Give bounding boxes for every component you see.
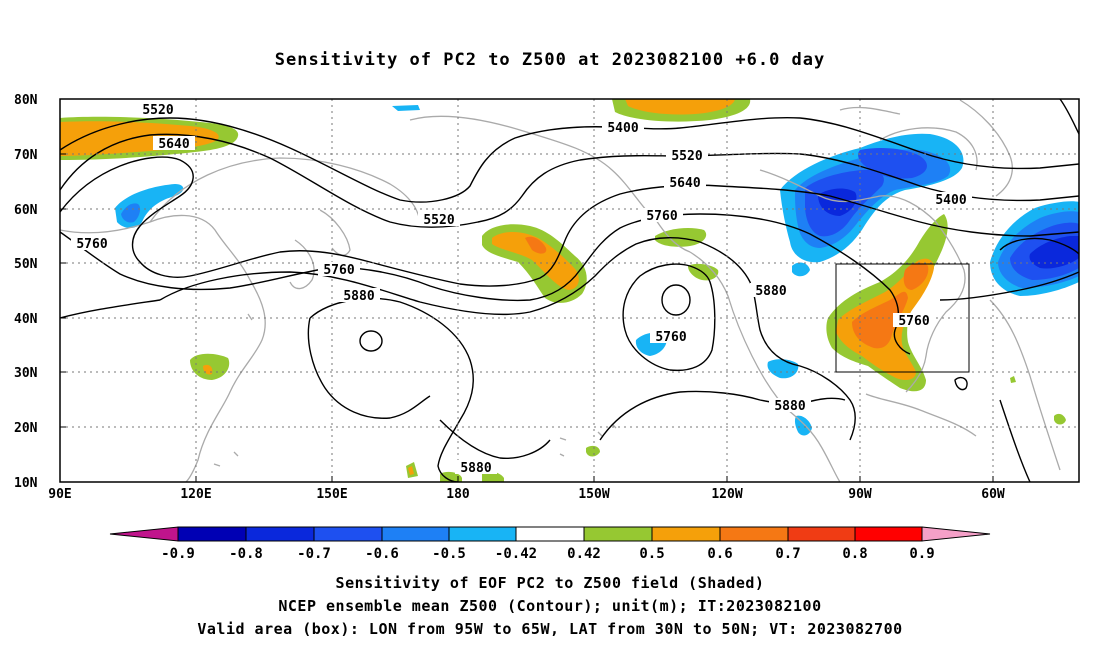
colorbar-swatch xyxy=(583,526,653,542)
colorbar-label: 0.42 xyxy=(567,546,601,562)
svg-text:5400: 5400 xyxy=(607,121,638,136)
lon-label: 120E xyxy=(180,487,211,502)
colorbar-swatch xyxy=(854,526,923,542)
lat-label: 80N xyxy=(14,93,38,108)
colorbar-label: 0.9 xyxy=(909,546,934,562)
shaded-sensitivity xyxy=(60,99,1079,482)
lon-label: 90E xyxy=(48,487,71,502)
colorbar-swatch xyxy=(651,526,721,542)
colorbar-label: -0.6 xyxy=(365,546,399,562)
contour-label: 5520 xyxy=(137,102,179,118)
graticule xyxy=(60,99,1079,482)
tick-marks xyxy=(60,98,994,482)
colorbar-label: 0.5 xyxy=(639,546,664,562)
lon-label: 120W xyxy=(711,487,742,502)
svg-text:5400: 5400 xyxy=(935,193,966,208)
svg-text:5760: 5760 xyxy=(323,263,354,278)
colorbar-swatch xyxy=(719,526,789,542)
colorbar-swatch xyxy=(313,526,383,542)
contour-labels: 5520 5640 5400 5520 5640 5760 5400 5520 … xyxy=(71,102,972,476)
svg-text:5760: 5760 xyxy=(655,330,686,345)
contour-label: 5760 xyxy=(641,208,683,224)
contour-label: 5520 xyxy=(666,148,708,164)
lon-label: 180 xyxy=(446,487,470,502)
contour-label: 5760 xyxy=(893,313,935,329)
svg-text:5880: 5880 xyxy=(774,399,805,414)
colorbar-label: 0.6 xyxy=(707,546,732,562)
map-frame xyxy=(59,98,1080,483)
contour-label: 5760 xyxy=(318,262,360,278)
svg-text:5880: 5880 xyxy=(343,289,374,304)
colorbar-swatch xyxy=(787,526,856,542)
contour-label: 5880 xyxy=(455,460,497,476)
caption-shaded: Sensitivity of EOF PC2 to Z500 field (Sh… xyxy=(335,574,765,592)
colorbar-label: -0.5 xyxy=(432,546,466,562)
valid-area-box xyxy=(835,263,970,373)
contour-label: 5880 xyxy=(338,288,380,304)
colorbar-label: 0.8 xyxy=(842,546,867,562)
lon-label: 150E xyxy=(316,487,347,502)
colorbar-swatch xyxy=(515,526,585,542)
svg-text:5880: 5880 xyxy=(755,284,786,299)
caption-valid-area: Valid area (box): LON from 95W to 65W, L… xyxy=(197,620,903,638)
lat-label: 30N xyxy=(14,366,38,381)
lat-label: 50N xyxy=(14,257,38,272)
svg-text:5760: 5760 xyxy=(898,314,929,329)
contour-label: 5760 xyxy=(71,236,113,252)
colorbar-label: -0.42 xyxy=(495,546,537,562)
lon-labels: 90E 120E 150E 180 150W 120W 90W 60W xyxy=(48,487,1005,502)
svg-text:5640: 5640 xyxy=(158,137,189,152)
lon-label: 90W xyxy=(848,487,872,502)
lat-label: 60N xyxy=(14,203,38,218)
map-title: Sensitivity of PC2 to Z500 at 2023082100… xyxy=(274,50,826,70)
svg-text:5880: 5880 xyxy=(460,461,491,476)
svg-text:5640: 5640 xyxy=(669,176,700,191)
colorbar xyxy=(109,526,991,542)
lat-label: 10N xyxy=(14,476,38,491)
lat-labels: 80N 70N 60N 50N 40N 30N 20N 10N xyxy=(14,93,38,491)
lat-label: 40N xyxy=(14,312,38,327)
colorbar-labels: -0.9 -0.8 -0.7 -0.6 -0.5 -0.42 0.42 0.5 … xyxy=(161,546,935,562)
lat-label: 20N xyxy=(14,421,38,436)
colorbar-swatch xyxy=(448,526,517,542)
contour-label: 5640 xyxy=(153,136,195,152)
colorbar-label: -0.9 xyxy=(161,546,195,562)
colorbar-label: 0.7 xyxy=(775,546,800,562)
colorbar-label: -0.8 xyxy=(229,546,263,562)
colorbar-swatch xyxy=(245,526,315,542)
contour-label: 5520 xyxy=(418,212,460,228)
caption-contour: NCEP ensemble mean Z500 (Contour); unit(… xyxy=(278,597,822,615)
colorbar-swatch xyxy=(921,526,991,542)
contour-label: 5640 xyxy=(664,175,706,191)
lon-label: 150W xyxy=(578,487,609,502)
svg-text:5760: 5760 xyxy=(76,237,107,252)
svg-text:5520: 5520 xyxy=(671,149,702,164)
lat-label: 70N xyxy=(14,148,38,163)
contour-label: 5880 xyxy=(769,398,811,414)
contour-label: 5760 xyxy=(650,329,692,345)
contour-label: 5400 xyxy=(930,192,972,208)
colorbar-swatch xyxy=(177,526,247,542)
svg-text:5520: 5520 xyxy=(423,213,454,228)
colorbar-label: -0.7 xyxy=(297,546,331,562)
colorbar-swatch xyxy=(381,526,450,542)
colorbar-swatch xyxy=(109,526,179,542)
lon-label: 60W xyxy=(981,487,1005,502)
svg-text:5760: 5760 xyxy=(646,209,677,224)
svg-text:5520: 5520 xyxy=(142,103,173,118)
contour-label: 5400 xyxy=(602,120,644,136)
contour-label: 5880 xyxy=(750,283,792,299)
